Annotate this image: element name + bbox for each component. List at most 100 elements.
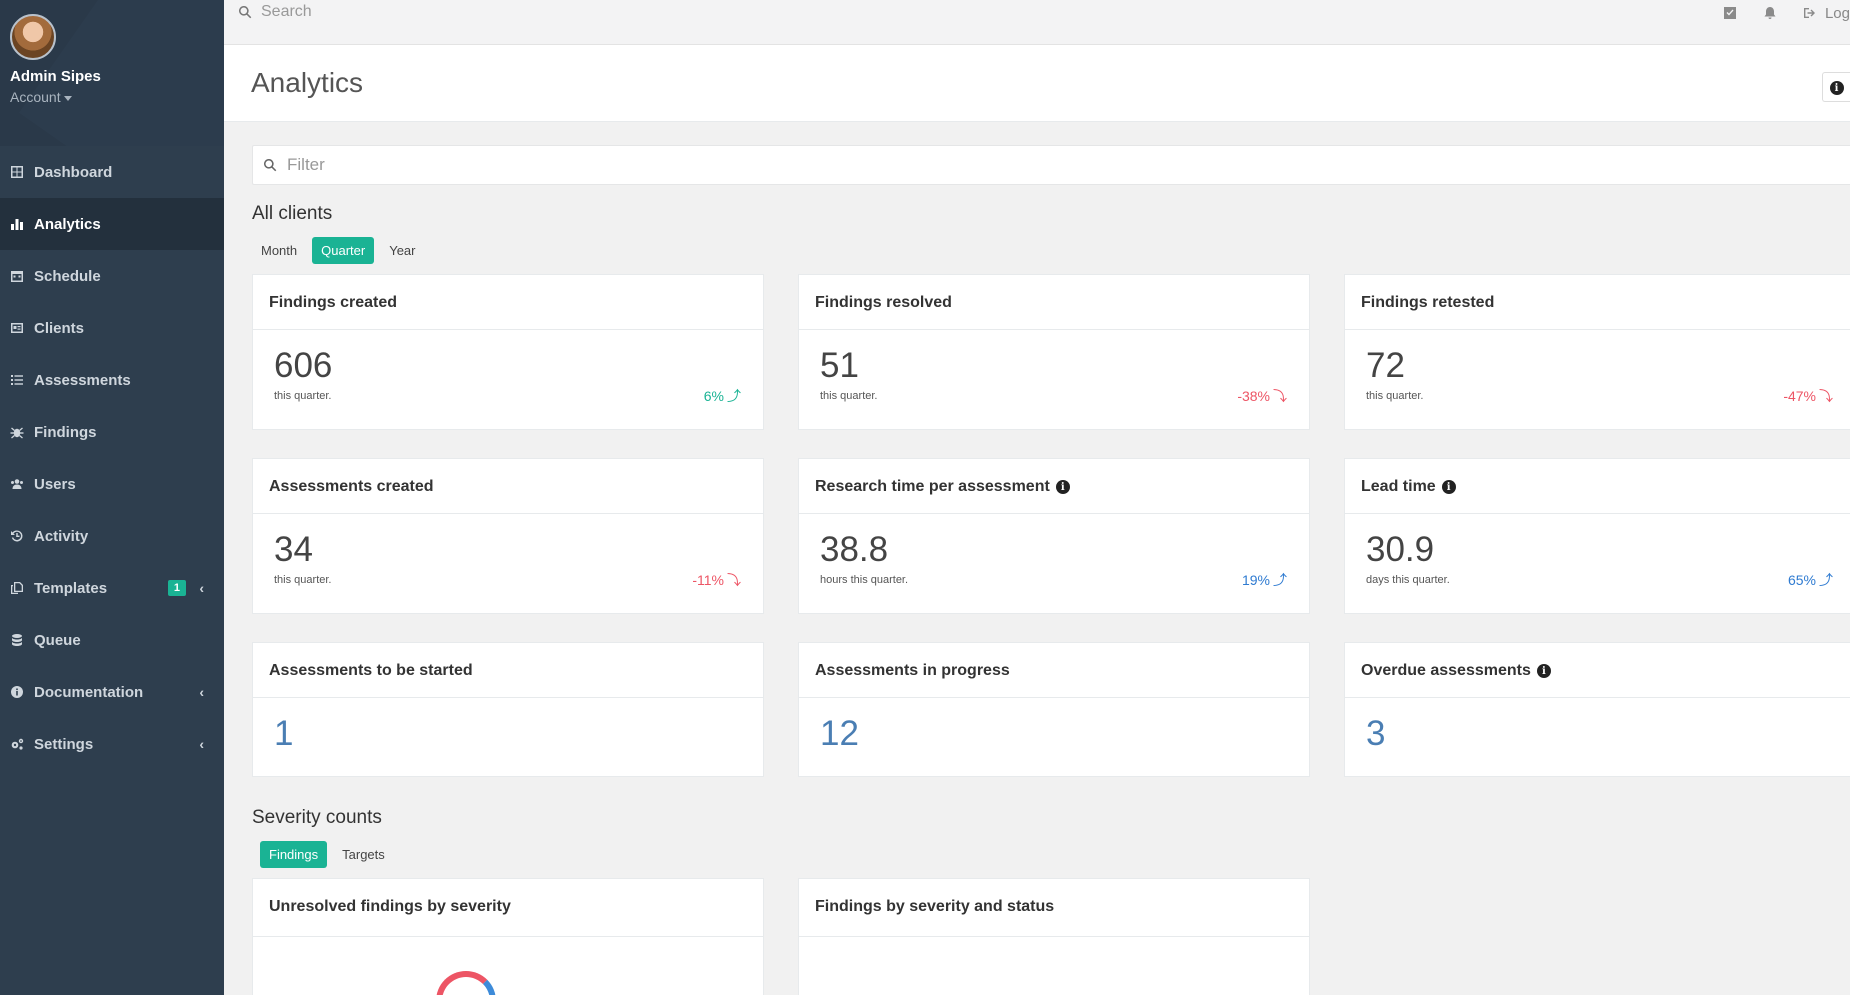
card-body: 606 this quarter. 6% ⤴ — [253, 330, 763, 429]
avatar[interactable] — [10, 14, 56, 60]
stat-value: 38.8 — [820, 530, 889, 569]
info-icon: i — [1829, 81, 1844, 95]
stats-grid: Findings created 606 this quarter. 6% ⤴ F… — [252, 274, 1850, 777]
stat-change-value: 19% — [1241, 572, 1270, 588]
caret-down-icon — [63, 95, 72, 101]
top-search[interactable]: Search — [224, 3, 312, 21]
page-heading: Analytics i — [224, 45, 1850, 122]
severity-targets-tab[interactable]: Targets — [342, 847, 385, 862]
history-icon — [10, 529, 24, 543]
sidebar-item-settings[interactable]: Settings ‹ — [0, 718, 224, 770]
stat-card-findings-resolved: Findings resolved 51 this quarter. -38% ⤵ — [798, 274, 1310, 430]
sidebar-item-templates[interactable]: Templates 1 ‹ — [0, 562, 224, 614]
stat-card-assessments-created: Assessments created 34 this quarter. -11… — [252, 458, 764, 614]
check-square-icon[interactable] — [1723, 6, 1737, 20]
list-icon — [10, 373, 24, 387]
account-dropdown[interactable]: Account — [10, 89, 214, 105]
sidebar-item-queue[interactable]: Queue — [0, 614, 224, 666]
sidebar-item-label: Documentation — [34, 683, 144, 701]
page-info-button[interactable]: i — [1822, 72, 1850, 102]
stat-change-value: -47% — [1783, 388, 1816, 404]
id-card-icon — [10, 321, 24, 335]
stat-value: 34 — [274, 530, 313, 569]
database-icon — [10, 633, 24, 647]
filter-input[interactable]: Filter — [252, 145, 1850, 185]
account-label: Account — [10, 89, 61, 105]
stat-value: 30.9 — [1366, 530, 1435, 569]
sidebar-item-users[interactable]: Users — [0, 458, 224, 510]
unresolved-findings-card: Unresolved findings by severity — [252, 878, 764, 995]
card-header: Overdue assessments i — [1345, 643, 1850, 698]
sidebar-item-label: Dashboard — [34, 163, 113, 181]
search-input[interactable]: Search — [261, 3, 312, 20]
sidebar-item-label: Activity — [34, 527, 89, 545]
chevron-left-icon: ‹ — [199, 736, 204, 752]
stat-card-overdue-assessments: Overdue assessments i 3 — [1344, 642, 1850, 777]
sidebar-item-dashboard[interactable]: Dashboard — [0, 146, 224, 198]
stat-subtitle: hours this quarter. — [820, 574, 909, 586]
bell-icon[interactable] — [1763, 6, 1777, 20]
all-clients-title: All clients — [252, 203, 333, 224]
card-body: 38.8 hours this quarter. 19% ⤴ — [799, 514, 1309, 613]
topbar-actions: Log — [1723, 0, 1850, 26]
card-header: Research time per assessment i — [799, 459, 1309, 514]
arrow-up-icon: ⤴ — [1273, 572, 1287, 588]
sidebar-item-clients[interactable]: Clients — [0, 302, 224, 354]
stat-subtitle: this quarter. — [274, 574, 332, 586]
sign-out-icon — [1803, 8, 1815, 18]
card-body: 34 this quarter. -11% ⤵ — [253, 514, 763, 613]
card-title: Assessments to be started — [253, 643, 763, 698]
stat-change: 19% ⤴ — [1242, 570, 1287, 590]
main-content: Filter All clients Month Quarter Year Fi… — [252, 145, 1850, 995]
copy-icon — [10, 581, 24, 595]
sidebar-item-label: Settings — [34, 735, 94, 753]
chevron-left-icon: ‹ — [199, 580, 204, 596]
sidebar-item-findings[interactable]: Findings — [0, 406, 224, 458]
card-title: Research time per assessment — [815, 478, 1050, 495]
sidebar-item-label: Analytics — [34, 215, 101, 233]
period-year-button[interactable]: Year — [389, 243, 416, 258]
stat-card-assessments-in-progress: Assessments in progress 12 — [798, 642, 1310, 777]
sidebar-item-analytics[interactable]: Analytics — [0, 198, 224, 250]
stat-value-link[interactable]: 3 — [1366, 714, 1386, 753]
arrow-down-icon: ⤵ — [1819, 388, 1833, 404]
sidebar-item-documentation[interactable]: Documentation ‹ — [0, 666, 224, 718]
stat-value: 51 — [820, 346, 859, 385]
stat-change: 65% ⤴ — [1788, 570, 1833, 590]
sidebar-item-label: Clients — [34, 319, 85, 337]
stat-subtitle: this quarter. — [274, 390, 332, 402]
period-quarter-button[interactable]: Quarter — [312, 237, 375, 264]
card-body: 72 this quarter. -47% ⤵ — [1345, 330, 1850, 429]
stat-change: 6% ⤴ — [704, 386, 741, 406]
sidebar-item-assessments[interactable]: Assessments — [0, 354, 224, 406]
info-icon[interactable]: i — [1055, 480, 1070, 494]
period-toggle: Month Quarter Year — [252, 237, 1850, 264]
stat-card-findings-created: Findings created 606 this quarter. 6% ⤴ — [252, 274, 764, 430]
severity-findings-tab[interactable]: Findings — [260, 841, 328, 868]
card-title: Findings retested — [1345, 275, 1850, 330]
logout-button[interactable]: Log — [1803, 5, 1850, 22]
stat-change-value: 65% — [1787, 572, 1816, 588]
sidebar-item-label: Users — [34, 475, 76, 493]
info-icon[interactable]: i — [1536, 664, 1551, 678]
info-icon[interactable]: i — [1441, 480, 1456, 494]
sidebar-item-schedule[interactable]: Schedule — [0, 250, 224, 302]
severity-pie-chart — [253, 937, 763, 995]
pie-arc — [436, 971, 496, 995]
users-icon — [10, 477, 24, 491]
card-title: Overdue assessments — [1361, 662, 1531, 679]
card-title: Findings by severity and status — [799, 879, 1309, 937]
card-body: 30.9 days this quarter. 65% ⤴ — [1345, 514, 1850, 613]
cogs-icon — [10, 737, 24, 751]
bug-icon — [10, 425, 24, 439]
card-title: Findings created — [253, 275, 763, 330]
stat-value-link[interactable]: 12 — [820, 714, 859, 753]
sidebar-item-label: Assessments — [34, 371, 131, 389]
stat-value-link[interactable]: 1 — [274, 714, 294, 753]
arrow-up-icon: ⤴ — [727, 388, 741, 404]
period-month-button[interactable]: Month — [261, 243, 298, 258]
severity-toggle: Findings Targets — [260, 841, 1850, 868]
sidebar-nav: Dashboard Analytics Schedule Clients Ass… — [0, 146, 224, 770]
stat-change-value: 6% — [703, 388, 724, 404]
sidebar-item-activity[interactable]: Activity — [0, 510, 224, 562]
